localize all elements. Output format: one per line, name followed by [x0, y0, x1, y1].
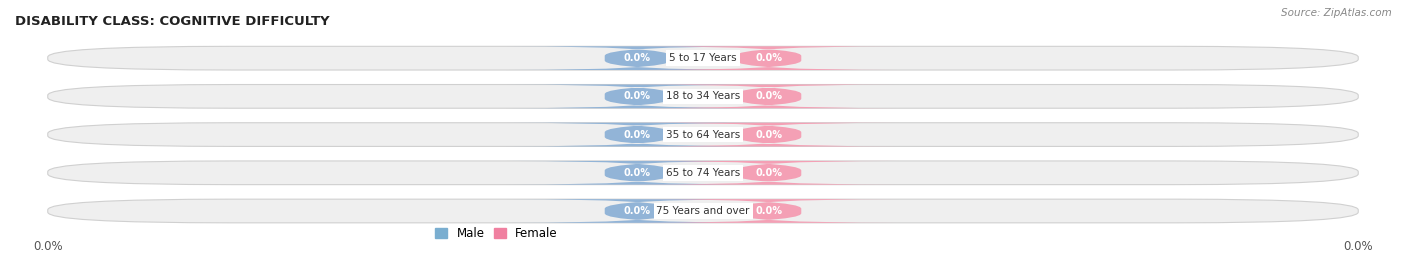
FancyBboxPatch shape	[48, 199, 1358, 223]
Text: 0.0%: 0.0%	[624, 206, 651, 216]
Text: 18 to 34 Years: 18 to 34 Years	[666, 91, 740, 101]
FancyBboxPatch shape	[48, 84, 1358, 108]
Text: 35 to 64 Years: 35 to 64 Years	[666, 130, 740, 140]
Text: DISABILITY CLASS: COGNITIVE DIFFICULTY: DISABILITY CLASS: COGNITIVE DIFFICULTY	[15, 15, 329, 28]
Text: 0.0%: 0.0%	[624, 91, 651, 101]
Text: 0.0%: 0.0%	[624, 53, 651, 63]
Text: 0.0%: 0.0%	[624, 130, 651, 140]
Text: 75 Years and over: 75 Years and over	[657, 206, 749, 216]
FancyBboxPatch shape	[637, 161, 900, 185]
Text: 0.0%: 0.0%	[755, 206, 782, 216]
FancyBboxPatch shape	[506, 161, 769, 185]
Text: 65 to 74 Years: 65 to 74 Years	[666, 168, 740, 178]
FancyBboxPatch shape	[637, 84, 900, 108]
FancyBboxPatch shape	[506, 199, 769, 223]
Text: 5 to 17 Years: 5 to 17 Years	[669, 53, 737, 63]
FancyBboxPatch shape	[48, 46, 1358, 70]
Legend: Male, Female: Male, Female	[436, 227, 558, 240]
FancyBboxPatch shape	[637, 123, 900, 146]
Text: Source: ZipAtlas.com: Source: ZipAtlas.com	[1281, 8, 1392, 18]
FancyBboxPatch shape	[637, 199, 900, 223]
FancyBboxPatch shape	[506, 84, 769, 108]
Text: 0.0%: 0.0%	[755, 91, 782, 101]
FancyBboxPatch shape	[506, 123, 769, 146]
FancyBboxPatch shape	[48, 123, 1358, 146]
Text: 0.0%: 0.0%	[624, 168, 651, 178]
Text: 0.0%: 0.0%	[755, 53, 782, 63]
Text: 0.0%: 0.0%	[755, 168, 782, 178]
FancyBboxPatch shape	[506, 46, 769, 70]
FancyBboxPatch shape	[637, 46, 900, 70]
FancyBboxPatch shape	[48, 161, 1358, 185]
Text: 0.0%: 0.0%	[755, 130, 782, 140]
